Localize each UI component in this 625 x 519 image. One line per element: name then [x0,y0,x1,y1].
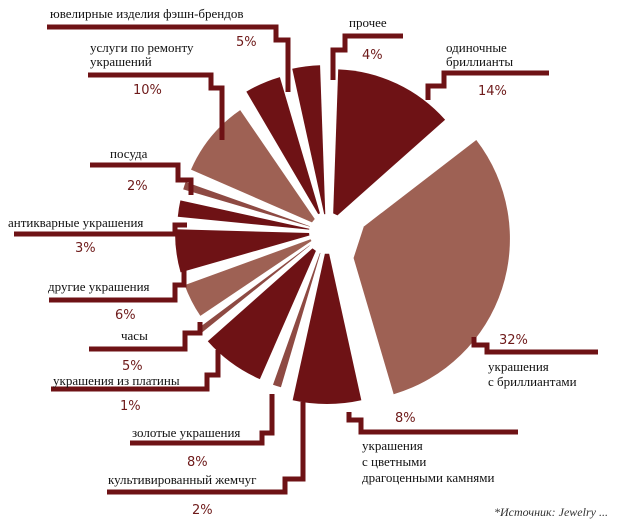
pct-other-jewelry: 6% [115,308,136,323]
slice-labels: ювелирные изделия фэшн-брендов 5% услуги… [8,6,608,519]
pct-diamond-jewelry: 32% [499,333,528,348]
label-fashion: ювелирные изделия фэшн-брендов [50,6,244,21]
label-repair-1: услуги по ремонту [90,40,194,55]
pie-slices [175,65,510,404]
pie-slice [292,253,362,404]
label-antique: антикварные украшения [8,215,143,230]
label-other: прочее [349,15,387,30]
pct-watches: 5% [122,359,143,374]
pct-pearls: 2% [192,503,213,518]
label-colored-gems-2: с цветными [362,454,426,469]
pct-fashion: 5% [236,35,257,50]
pct-tableware: 2% [127,179,148,194]
label-gold: золотые украшения [132,425,240,440]
footnote: *Источник: Jewelry ... [494,505,608,519]
label-tableware: посуда [110,146,148,161]
pie-slice [292,65,326,215]
pie-slice [272,252,321,388]
label-platinum: украшения из платины [53,373,180,388]
label-single-diamonds-1: одиночные [446,40,507,55]
label-other-jewelry: другие украшения [48,279,150,294]
label-diamond-jewelry-2: с бриллиантами [488,374,577,389]
pie-slice [175,229,310,273]
label-colored-gems-1: украшения [362,438,423,453]
pct-other: 4% [362,48,383,63]
pct-single-diamonds: 14% [478,84,507,99]
pie-slice [207,248,316,380]
pct-platinum: 1% [120,399,141,414]
label-watches: часы [121,328,148,343]
pie-slice [183,181,310,227]
pct-antique: 3% [75,241,96,256]
label-diamond-jewelry-1: украшения [488,359,549,374]
label-single-diamonds-2: бриллианты [446,54,513,69]
pie-slice [246,77,320,215]
pie-slice [184,239,312,316]
pie-slice [353,139,510,395]
pie-slice [177,200,310,230]
pct-repair: 10% [133,83,162,98]
pie-slice [333,69,446,216]
label-colored-gems-3: драгоценными камнями [362,470,494,485]
pie-slice [198,245,310,333]
label-pearls: культивированный жемчуг [108,472,256,487]
leader-lines [14,24,598,495]
pct-colored-gems: 8% [395,411,416,426]
label-repair-2: украшений [90,54,152,69]
pct-gold: 8% [187,455,208,470]
